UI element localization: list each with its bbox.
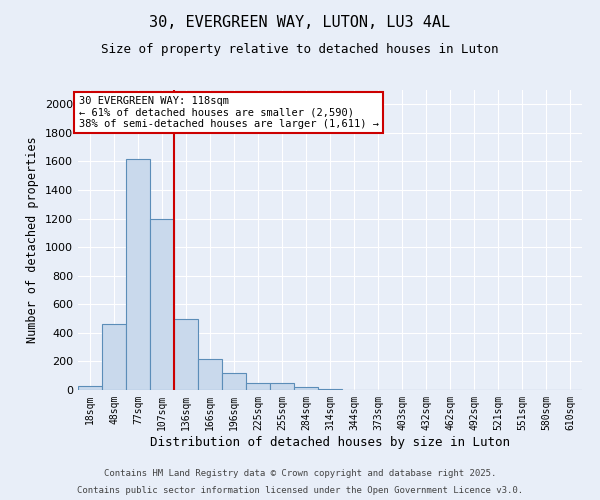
X-axis label: Distribution of detached houses by size in Luton: Distribution of detached houses by size … <box>150 436 510 448</box>
Text: Size of property relative to detached houses in Luton: Size of property relative to detached ho… <box>101 42 499 56</box>
Y-axis label: Number of detached properties: Number of detached properties <box>26 136 40 344</box>
Bar <box>246 383 270 390</box>
Bar <box>222 373 246 390</box>
Bar <box>318 388 342 390</box>
Text: 30 EVERGREEN WAY: 118sqm
← 61% of detached houses are smaller (2,590)
38% of sem: 30 EVERGREEN WAY: 118sqm ← 61% of detach… <box>79 96 379 129</box>
Text: 30, EVERGREEN WAY, LUTON, LU3 4AL: 30, EVERGREEN WAY, LUTON, LU3 4AL <box>149 15 451 30</box>
Bar <box>174 318 198 390</box>
Text: Contains HM Land Registry data © Crown copyright and database right 2025.: Contains HM Land Registry data © Crown c… <box>104 468 496 477</box>
Bar <box>150 218 174 390</box>
Bar <box>78 386 102 390</box>
Bar <box>198 358 222 390</box>
Bar <box>102 324 126 390</box>
Bar <box>294 387 318 390</box>
Bar <box>126 158 150 390</box>
Bar <box>270 383 294 390</box>
Text: Contains public sector information licensed under the Open Government Licence v3: Contains public sector information licen… <box>77 486 523 495</box>
